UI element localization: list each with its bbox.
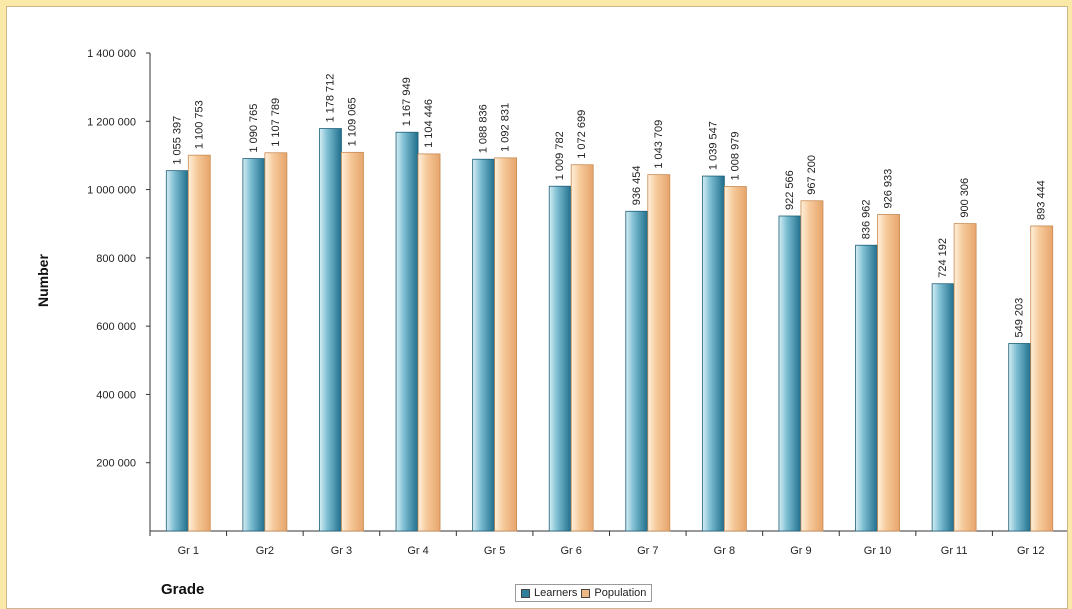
bar-learners-5 xyxy=(472,158,496,532)
bar-population-10 xyxy=(877,214,900,532)
x-tick-label: Gr 9 xyxy=(790,545,811,557)
data-label-population-6: 1 072 699 xyxy=(576,110,588,159)
data-labels-group: 1 055 397 1 100 753 1 090 765 1 107 789 1 17… xyxy=(171,74,1047,338)
bar-learners-4 xyxy=(395,131,419,532)
data-label-learners-3: 1 178 712 xyxy=(324,74,336,123)
bar-learners-9 xyxy=(778,215,802,532)
x-tick-label: Gr 4 xyxy=(407,545,428,557)
data-label-population-7: 1 043 709 xyxy=(653,120,665,169)
data-label-population-12: 893 444 xyxy=(1036,180,1048,220)
x-tick-label: Gr 3 xyxy=(331,545,352,557)
bar-chart: 200 000 400 000 600 000 800 000 1 000 000 1 2… xyxy=(87,48,1067,557)
legend-label-population: Population xyxy=(594,587,647,599)
x-tick-label: Gr 11 xyxy=(941,545,968,557)
bar-learners-1 xyxy=(165,170,189,532)
bar-population-2 xyxy=(264,152,288,532)
data-label-population-8: 1 008 979 xyxy=(729,132,741,181)
y-tick-label: 600 000 xyxy=(96,321,136,333)
bars-group xyxy=(165,128,1054,532)
y-tick-label: 400 000 xyxy=(96,389,136,401)
x-tick-label: Gr 8 xyxy=(714,545,735,557)
bar-learners-10 xyxy=(855,244,878,532)
data-label-learners-12: 549 203 xyxy=(1014,298,1026,338)
axes-group: 200 000 400 000 600 000 800 000 1 000 000 1 2… xyxy=(87,48,1067,557)
data-label-population-5: 1 092 831 xyxy=(500,103,512,152)
bar-population-1 xyxy=(187,154,211,532)
bar-population-6 xyxy=(570,164,594,532)
bar-population-8 xyxy=(723,186,747,532)
data-label-learners-6: 1 009 782 xyxy=(554,131,566,180)
legend-swatch-population xyxy=(581,588,591,598)
y-axis-title: Number xyxy=(35,254,51,307)
bar-learners-8 xyxy=(701,175,725,532)
bar-population-7 xyxy=(647,174,671,532)
y-tick-label: 200 000 xyxy=(96,458,136,470)
data-label-population-4: 1 104 446 xyxy=(423,99,435,148)
x-tick-label: Gr 10 xyxy=(864,545,892,557)
y-tick-label: 800 000 xyxy=(96,253,136,265)
x-tick-label: Gr 12 xyxy=(1017,545,1045,557)
data-label-population-9: 967 200 xyxy=(806,155,818,195)
data-label-learners-4: 1 167 949 xyxy=(401,77,413,126)
bar-learners-7 xyxy=(625,210,649,532)
chart-frame: 200 000 400 000 600 000 800 000 1 000 000 1 2… xyxy=(6,6,1068,609)
bar-population-4 xyxy=(417,153,441,532)
x-tick-label: Gr 5 xyxy=(484,545,505,557)
bar-learners-6 xyxy=(548,185,572,532)
data-label-learners-8: 1 039 547 xyxy=(707,121,719,170)
data-label-population-10: 926 933 xyxy=(883,169,895,209)
bar-population-3 xyxy=(341,151,364,532)
data-label-learners-1: 1 055 397 xyxy=(171,116,183,165)
y-tick-label: 1 000 000 xyxy=(87,185,136,197)
data-label-learners-5: 1 088 836 xyxy=(478,104,490,153)
data-label-learners-10: 836 962 xyxy=(861,199,873,239)
x-tick-label: Gr 1 xyxy=(178,545,199,557)
y-tick-label: 1 400 000 xyxy=(87,48,136,60)
bar-population-11 xyxy=(953,223,977,532)
bar-population-9 xyxy=(800,200,824,532)
x-axis-title: Grade xyxy=(161,581,205,598)
bar-learners-12 xyxy=(1008,343,1032,532)
bar-learners-11 xyxy=(931,283,955,532)
bar-population-12 xyxy=(1030,225,1054,532)
x-tick-label: Gr2 xyxy=(256,545,274,557)
data-label-population-2: 1 107 789 xyxy=(270,98,282,147)
data-label-population-1: 1 100 753 xyxy=(193,100,205,149)
bar-population-5 xyxy=(494,157,518,532)
bar-learners-2 xyxy=(242,158,266,532)
bar-learners-3 xyxy=(319,128,342,532)
x-tick-label: Gr 6 xyxy=(561,545,582,557)
data-label-learners-9: 922 566 xyxy=(784,170,796,210)
legend-swatch-learners xyxy=(521,588,530,598)
data-label-learners-7: 936 454 xyxy=(631,166,643,206)
y-tick-label: 1 200 000 xyxy=(87,116,136,128)
data-label-learners-11: 724 192 xyxy=(937,238,949,278)
data-label-population-11: 900 306 xyxy=(959,178,971,218)
legend-label-learners: Learners xyxy=(534,587,578,599)
data-label-learners-2: 1 090 765 xyxy=(248,104,260,153)
x-tick-label: Gr 7 xyxy=(637,545,658,557)
legend: Learners Population xyxy=(515,584,653,602)
data-label-population-3: 1 109 065 xyxy=(346,97,358,146)
